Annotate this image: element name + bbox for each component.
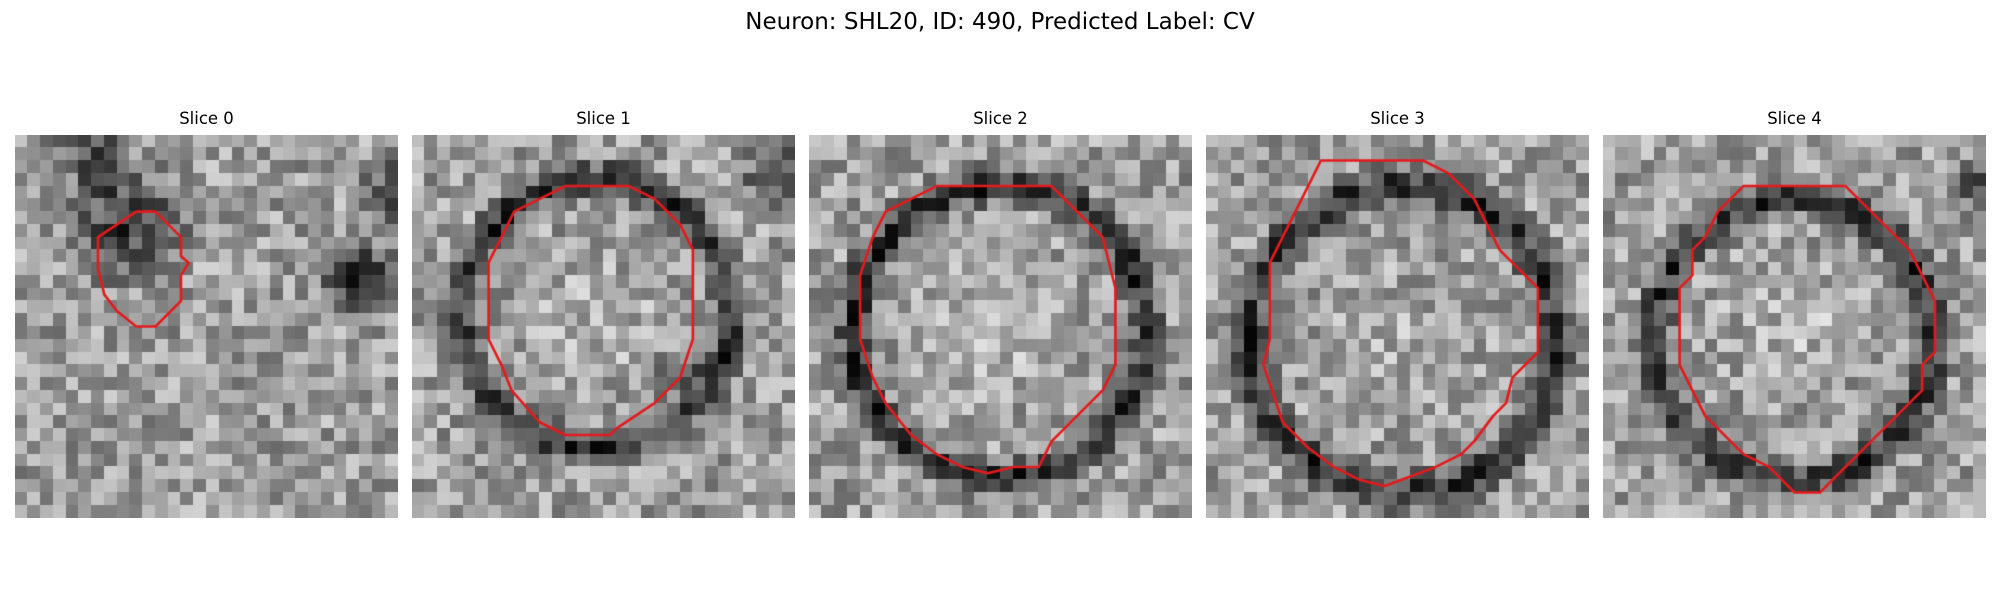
panel-title: Slice 3 [1370, 109, 1425, 128]
panel-slice-4: Slice 4 [1603, 108, 1986, 522]
panel-title: Slice 1 [576, 109, 631, 128]
slice-image [809, 135, 1192, 518]
panel-title: Slice 2 [973, 109, 1028, 128]
slice-image [412, 135, 795, 518]
panel-title: Slice 0 [179, 109, 234, 128]
slice-image [15, 135, 398, 518]
slice-image [1603, 135, 1986, 518]
panel-slice-0: Slice 0 [15, 108, 398, 522]
figure-title: Neuron: SHL20, ID: 490, Predicted Label:… [745, 9, 1255, 35]
panel-title: Slice 4 [1767, 109, 1822, 128]
panel-slice-2: Slice 2 [809, 108, 1192, 522]
panel-slice-1: Slice 1 [412, 108, 795, 522]
slice-image [1206, 135, 1589, 518]
panel-slice-3: Slice 3 [1206, 108, 1589, 522]
